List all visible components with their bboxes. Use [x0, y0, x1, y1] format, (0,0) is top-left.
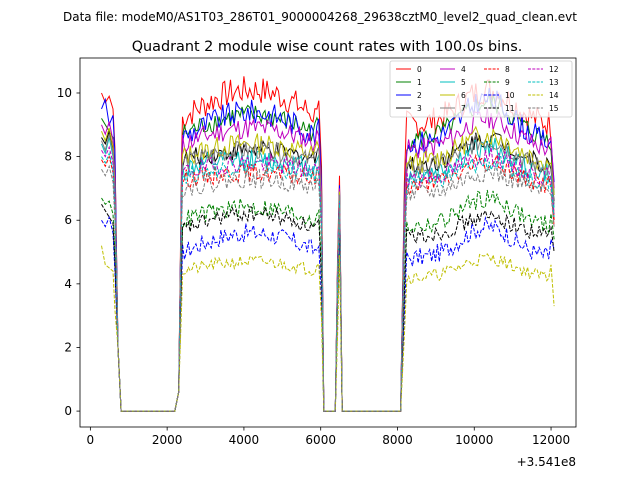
- y-tick-label: 4: [64, 277, 72, 291]
- legend-label: 1: [417, 78, 422, 87]
- series-line-7: [101, 134, 555, 412]
- series-line-15: [101, 164, 555, 412]
- x-tick-label: 6000: [305, 433, 336, 447]
- y-tick-label: 6: [64, 213, 72, 227]
- suptitle: Data file: modeM0/AS1T03_286T01_90000042…: [63, 10, 577, 24]
- legend-label: 4: [461, 65, 466, 74]
- legend-frame: [389, 60, 573, 118]
- series-line-5: [101, 137, 555, 412]
- legend-label: 10: [505, 91, 515, 100]
- legend-label: 7: [461, 104, 466, 113]
- x-tick-label: 4000: [229, 433, 260, 447]
- plot-frame: [79, 57, 577, 428]
- series-line-0: [101, 76, 555, 412]
- legend-label: 0: [417, 65, 422, 74]
- series-line-14: [101, 245, 555, 412]
- x-tick-label: 10000: [455, 433, 493, 447]
- x-axis: 0 2000 4000 6000 8000 10000 12000: [87, 427, 570, 447]
- series-line-9: [101, 189, 555, 412]
- series-line-10: [101, 215, 555, 412]
- x-offset-label: +3.541e8: [517, 455, 576, 469]
- legend-label: 3: [417, 104, 422, 113]
- y-axis: 0 2 4 6 8 10: [57, 86, 80, 418]
- legend-label: 5: [461, 78, 466, 87]
- y-tick-label: 8: [64, 150, 72, 164]
- legend-label: 15: [549, 104, 559, 113]
- y-tick-label: 2: [64, 340, 72, 354]
- series-line-13: [101, 151, 555, 412]
- legend-label: 14: [549, 91, 559, 100]
- y-tick-label: 0: [64, 404, 72, 418]
- legend-label: 11: [505, 104, 515, 113]
- legend-label: 9: [505, 78, 510, 87]
- y-tick-label: 10: [57, 86, 72, 100]
- series-line-8: [101, 153, 555, 412]
- x-tick-label: 8000: [382, 433, 413, 447]
- x-tick-label: 0: [87, 433, 95, 447]
- legend-label: 8: [505, 65, 510, 74]
- legend-label: 12: [549, 65, 559, 74]
- legend-label: 2: [417, 91, 422, 100]
- series-line-3: [101, 131, 555, 412]
- chart-title: Quadrant 2 module wise count rates with …: [132, 39, 523, 55]
- series-line-12: [101, 145, 555, 412]
- legend-label: 13: [549, 78, 559, 87]
- legend-label: 6: [461, 91, 466, 100]
- x-tick-label: 2000: [152, 433, 183, 447]
- series-line-6: [101, 125, 555, 412]
- series-line-11: [101, 204, 555, 412]
- plot-lines: [101, 76, 555, 412]
- x-tick-label: 12000: [532, 433, 570, 447]
